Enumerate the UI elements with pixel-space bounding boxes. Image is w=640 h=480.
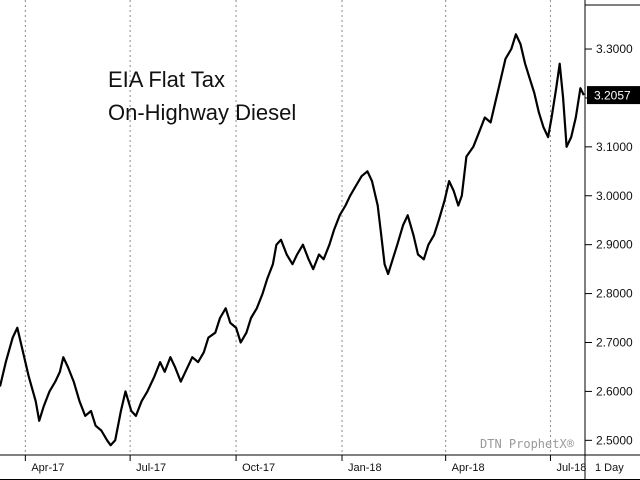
y-tick-label: 3.3000 (596, 42, 633, 56)
y-axis-ticks: 3.3000 3.1000 3.0000 2.9000 2.8000 2.7000 2.60… (585, 42, 633, 447)
y-tick-label: 3.1000 (596, 140, 633, 154)
x-tick-label: Apr-18 (452, 462, 485, 474)
x-tick-label: Oct-17 (242, 462, 275, 474)
interval-label: 1 Day (595, 462, 624, 474)
last-value-marker: 3.2057 (587, 86, 640, 105)
y-tick-label: 3.0000 (596, 189, 633, 203)
series-line (0, 33, 585, 447)
vertical-grid (24, 0, 551, 455)
last-value-label: 3.2057 (594, 89, 631, 103)
x-tick-label: Jul-18 (556, 462, 586, 474)
y-tick-label: 2.5000 (596, 433, 633, 447)
watermark: DTN ProphetX® (480, 437, 575, 451)
chart-title: EIA Flat Tax On-Highway Diesel (108, 67, 296, 125)
x-tick-label: Apr-17 (31, 462, 64, 474)
title-line-2: On-Highway Diesel (108, 100, 296, 125)
last-value-box (587, 86, 640, 105)
x-tick-label: Jan-18 (348, 462, 382, 474)
y-tick-label: 2.7000 (596, 336, 633, 350)
x-axis-ticks: Apr-17 Jul-17 Oct-17 Jan-18 Apr-18 Jul-18 (24, 455, 586, 474)
title-line-1: EIA Flat Tax (108, 67, 225, 92)
y-tick-label: 2.9000 (596, 238, 633, 252)
y-tick-label: 2.8000 (596, 287, 633, 301)
y-tick-label: 2.6000 (596, 384, 633, 398)
x-tick-label: Jul-17 (136, 462, 166, 474)
